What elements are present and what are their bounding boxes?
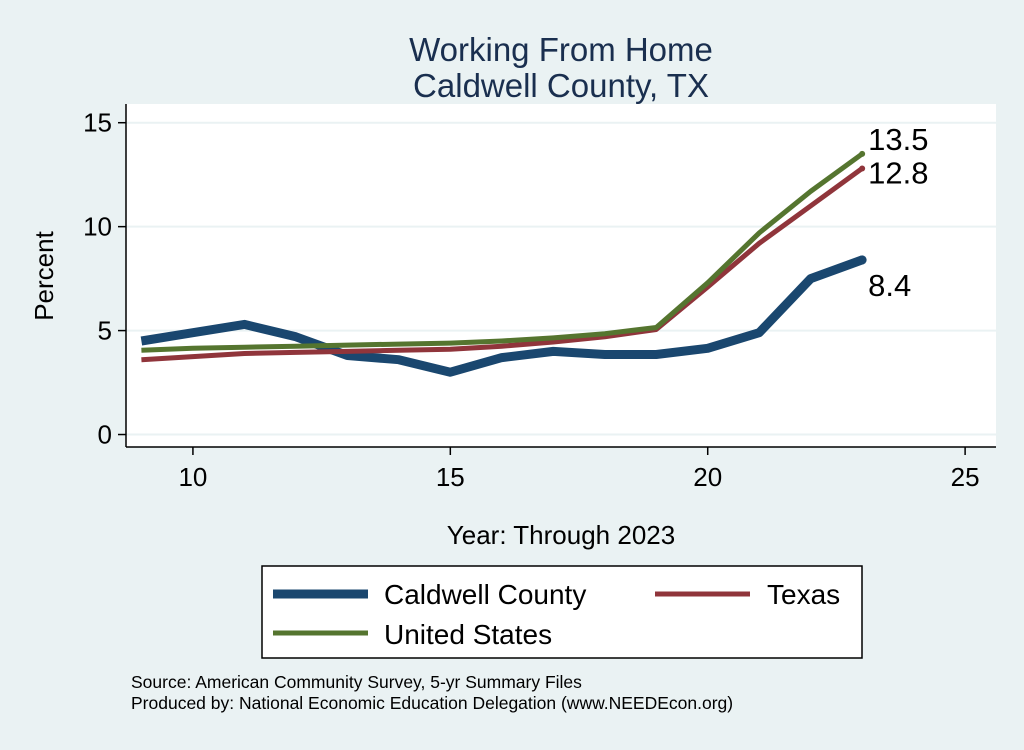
- y-tick-label-0: 0: [98, 420, 112, 450]
- x-tick-label-20: 20: [693, 462, 722, 492]
- end-label-caldwell-county: 8.4: [868, 268, 911, 303]
- end-label-united-states: 13.5: [868, 122, 928, 157]
- x-tick-label-25: 25: [951, 462, 980, 492]
- y-tick-label-5: 5: [98, 316, 112, 346]
- y-axis-label: Percent: [29, 230, 59, 320]
- y-tick-label-10: 10: [83, 212, 112, 242]
- x-tick-label-10: 10: [178, 462, 207, 492]
- legend-label-united-states: United States: [384, 619, 552, 650]
- legend-label-caldwell-county: Caldwell County: [384, 579, 586, 610]
- plot-area: [126, 104, 996, 447]
- x-axis-label: Year: Through 2023: [447, 520, 675, 550]
- end-label-layer: 8.4 12.813.5: [868, 122, 928, 303]
- source-note: Source: American Community Survey, 5-yr …: [131, 672, 582, 692]
- series-line-texas: [141, 166, 864, 363]
- end-label-texas: 12.8: [868, 155, 928, 190]
- y-tick-label-15: 15: [83, 108, 112, 138]
- series-line-united-states: [141, 151, 864, 353]
- ticks-layer: 0 5 10 15 10 15 20 25: [83, 108, 979, 492]
- legend-label-texas: Texas: [767, 579, 840, 610]
- x-tick-label-15: 15: [436, 462, 465, 492]
- series-line-caldwell-county: [140, 255, 864, 377]
- chart-title-line-1: Working From Home: [409, 31, 713, 68]
- series-endpoint-texas: [859, 165, 866, 172]
- produced-by-note: Produced by: National Economic Education…: [131, 693, 733, 713]
- series-endpoint-united-states: [859, 150, 866, 157]
- series-layer: [140, 150, 867, 377]
- series-endpoint-caldwell-county: [857, 255, 867, 265]
- axes-layer: [125, 104, 996, 448]
- legend-box: [261, 565, 863, 659]
- chart-title-line-2: Caldwell County, TX: [413, 67, 709, 104]
- legend: Caldwell County Texas United States: [261, 565, 863, 659]
